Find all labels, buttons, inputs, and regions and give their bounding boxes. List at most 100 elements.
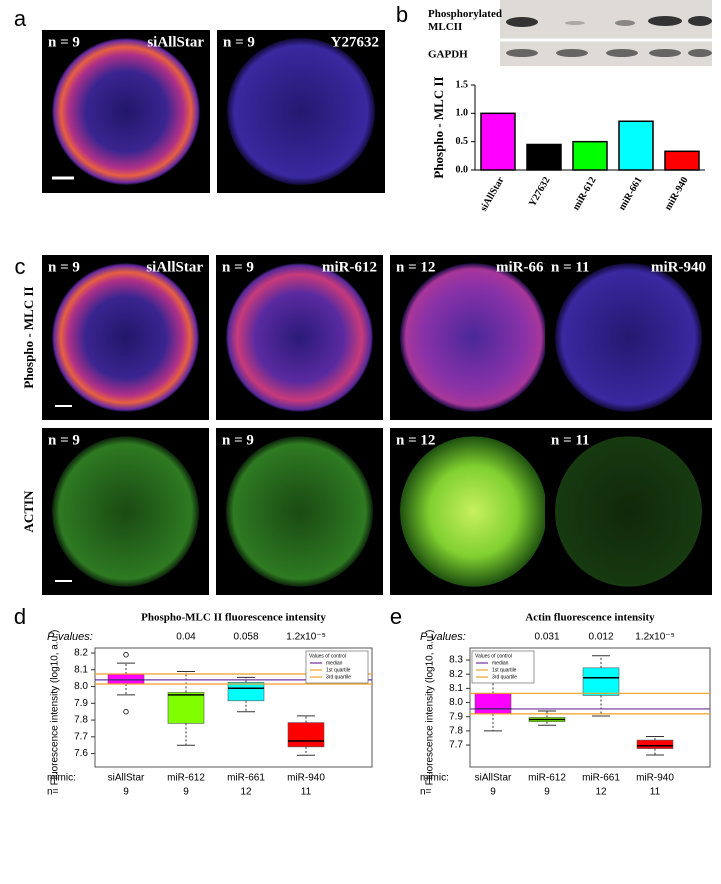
p-value: 0.012	[588, 632, 613, 643]
y-tick-label: 8.2	[74, 648, 88, 659]
p-value: 1.2x10⁻⁵	[286, 632, 325, 643]
y-tick-label: 8.0	[449, 697, 463, 708]
panel-label: d	[14, 604, 26, 629]
plot-frame	[469, 647, 711, 768]
n-value: 9	[123, 787, 129, 798]
y-tick-label: 0.5	[456, 136, 469, 147]
blot-bands	[506, 16, 712, 57]
y-tick-label: 8.3	[449, 655, 463, 666]
outlier	[123, 708, 129, 715]
bar	[480, 112, 516, 171]
panel-label: b	[396, 2, 408, 27]
cell-colony	[226, 263, 373, 412]
image-n-label: n = 11	[551, 432, 590, 448]
legend-label: 3rd quartile	[492, 674, 517, 680]
legend-label: 1st quartile	[492, 667, 517, 673]
n-label: n=	[47, 787, 59, 798]
image-label: miR-612	[322, 259, 377, 275]
y-tick-label: 7.7	[74, 731, 88, 742]
box	[107, 673, 145, 685]
image-n-label: n = 9	[48, 432, 80, 448]
y-tick-label: 7.7	[449, 740, 463, 751]
image-n-label: n = 11	[551, 259, 590, 275]
x-tick-label: miR-612	[167, 773, 205, 784]
blot-label: Phosphorylated MLCII	[428, 8, 502, 33]
row-label: Phospho - MLC II	[21, 286, 36, 388]
x-tick-label: miR-661	[227, 773, 265, 784]
y-tick-label: 1.0	[456, 108, 469, 119]
p-value: 0.04	[176, 632, 196, 643]
chart-title: Actin fluorescence intensity	[525, 612, 655, 624]
y-axis-label: Fluorescence intensity (log10, a.u.)	[425, 630, 436, 786]
cell-colony	[52, 263, 199, 412]
x-tick-label: siAllStar	[475, 773, 512, 784]
box	[227, 682, 265, 702]
y-tick-label: 7.9	[449, 711, 463, 722]
n-value: 12	[240, 787, 252, 798]
y-tick-label: 0.0	[456, 164, 469, 175]
y-tick-label: 7.8	[449, 726, 463, 737]
x-tick-label: miR-612	[571, 175, 599, 212]
y-tick-label: 7.9	[74, 698, 88, 709]
x-tick-label: miR-661	[617, 175, 645, 212]
legend-label: 1st quartile	[326, 667, 351, 673]
image-label: miR-940	[651, 259, 706, 275]
image-n-label: n = 12	[396, 432, 435, 448]
plot-frame	[94, 647, 373, 768]
box	[582, 667, 620, 696]
bar	[664, 150, 700, 171]
legend-box	[471, 650, 535, 684]
box	[167, 692, 205, 724]
box	[636, 739, 674, 749]
row-label: ACTIN	[21, 490, 36, 533]
image-label: miR-661	[496, 259, 551, 275]
image-n-label: n = 12	[396, 259, 435, 275]
cell-colony	[52, 436, 199, 587]
y-tick-label: 8.1	[449, 683, 463, 694]
outlier	[123, 651, 129, 658]
n-value: 9	[490, 787, 496, 798]
blot-label: GAPDH	[428, 49, 468, 61]
box	[474, 693, 512, 715]
n-value: 9	[544, 787, 550, 798]
x-tick-label: miR-940	[663, 175, 691, 212]
x-tick-label: siAllStar	[108, 773, 145, 784]
x-tick-label: miR-940	[636, 773, 674, 784]
image-label: Y27632	[331, 34, 379, 50]
cell-colony	[226, 436, 373, 587]
chart-title: Phospho-MLC II fluorescence intensity	[141, 612, 326, 624]
image-n-label: n = 9	[222, 432, 254, 448]
image-label: siAllStar	[146, 259, 203, 275]
box	[287, 722, 325, 748]
x-tick-label: Y27632	[527, 175, 553, 208]
y-tick-label: 1.5	[456, 79, 469, 90]
legend-box	[305, 650, 369, 684]
image-n-label: n = 9	[222, 259, 254, 275]
n-value: 12	[595, 787, 607, 798]
cell-colony	[227, 38, 375, 185]
y-tick-label: 8.1	[74, 664, 88, 675]
x-axis-label: mimic:	[420, 773, 449, 784]
cell-colony	[555, 263, 702, 412]
legend-label: median	[492, 660, 509, 666]
panel-label: e	[390, 604, 402, 629]
bar	[526, 143, 562, 171]
n-value: 11	[301, 787, 312, 798]
p-value: 0.031	[534, 632, 559, 643]
p-label: P-values:	[420, 631, 466, 643]
panel-label: c	[15, 254, 26, 279]
n-value: 9	[183, 787, 189, 798]
legend-title: Values of control	[309, 653, 346, 659]
y-tick-label: 7.8	[74, 715, 88, 726]
p-value: 0.058	[233, 632, 258, 643]
legend-label: median	[326, 660, 343, 666]
x-axis-label: mimic:	[47, 773, 76, 784]
panel-label: a	[14, 6, 27, 31]
y-axis-label: Fluorescence intensity (log10, a.u.)	[50, 630, 61, 786]
image-n-label: n = 9	[223, 34, 255, 50]
p-label: P-values:	[47, 631, 93, 643]
n-value: 11	[650, 787, 661, 798]
cell-colony	[52, 38, 200, 185]
bar	[572, 140, 608, 171]
x-tick-label: miR-661	[582, 773, 620, 784]
